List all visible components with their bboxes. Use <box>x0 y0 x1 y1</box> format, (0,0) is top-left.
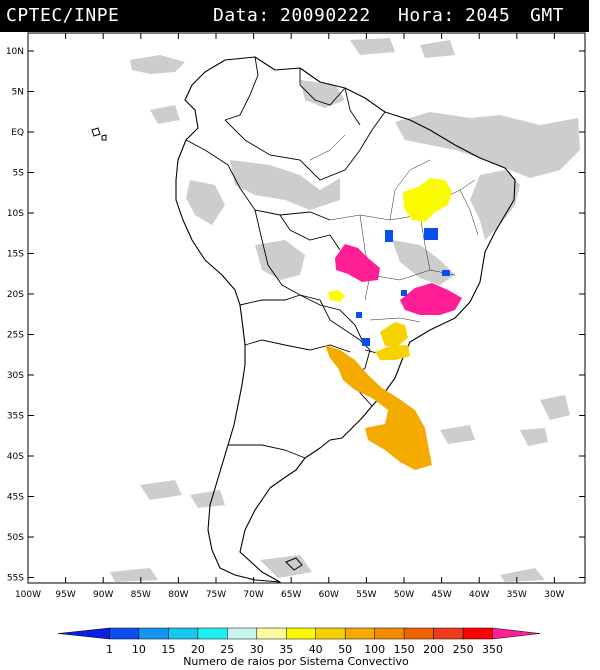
cluster-blue-d <box>442 270 450 276</box>
colorbar-tick-label: 15 <box>161 643 175 656</box>
lat-tick-label: 15S <box>7 250 24 260</box>
colorbar-tick-label: 10 <box>132 643 146 656</box>
cluster-central-west <box>335 244 380 282</box>
colorbar-tick-label: 40 <box>309 643 323 656</box>
cluster-south-b <box>375 345 410 360</box>
colorbar-tick-label: 35 <box>279 643 293 656</box>
colorbar-swatch <box>227 627 258 640</box>
colorbar-tick-label: 150 <box>394 643 415 656</box>
cluster-mato-grosso <box>328 290 345 302</box>
cluster-blue-e <box>356 312 362 318</box>
colorbar-swatch <box>462 627 493 640</box>
lat-tick-label: 20S <box>7 290 24 300</box>
cloud-cover-layer <box>110 38 580 582</box>
lon-tick-label: 45W <box>431 590 451 600</box>
lon-tick-label: 55W <box>356 590 376 600</box>
cluster-southeast <box>400 283 462 315</box>
colorbar-swatch <box>57 627 110 640</box>
lon-tick-label: 70W <box>243 590 263 600</box>
cluster-argentina <box>325 345 432 470</box>
hour-label: Hora: <box>398 5 455 26</box>
hour-value: 2045 <box>465 5 511 26</box>
colorbar-swatch <box>374 627 405 640</box>
colorbar-swatch <box>197 627 228 640</box>
lat-tick-label: 10N <box>6 47 24 57</box>
colorbar: 1 10 15 20 25 30 35 40 50 100 150 200 250 350 <box>57 627 541 656</box>
lightning-clusters <box>325 178 462 470</box>
source-label: CPTEC/INPE <box>6 5 120 26</box>
latitude-axis: 10N 5N EQ 5S 10S 15S 20S 25S 30S 35S 40S 45S 50S 55S <box>6 47 585 584</box>
colorbar-tick-label: 200 <box>423 643 444 656</box>
cluster-blue-b <box>385 230 393 242</box>
lon-tick-label: 60W <box>319 590 339 600</box>
country-borders <box>185 56 401 459</box>
lon-tick-label: 85W <box>131 590 151 600</box>
lon-tick-label: 75W <box>206 590 226 600</box>
colorbar-label: Numero de raios por Sistema Convectivo <box>183 655 409 668</box>
colorbar-swatch <box>286 627 317 640</box>
colorbar-swatch <box>344 627 375 640</box>
colorbar-swatch <box>109 627 140 640</box>
lat-tick-label: 40S <box>7 452 24 462</box>
lat-tick-label: 10S <box>7 209 24 219</box>
colorbar-swatch <box>433 627 464 640</box>
colorbar-swatch <box>256 627 287 640</box>
lat-tick-label: EQ <box>11 128 24 138</box>
lon-tick-label: 65W <box>281 590 301 600</box>
lat-tick-label: 35S <box>7 412 24 422</box>
lon-tick-label: 80W <box>168 590 188 600</box>
colorbar-swatch <box>315 627 346 640</box>
lat-tick-label: 25S <box>7 331 24 341</box>
lat-tick-label: 45S <box>7 493 24 503</box>
lat-tick-label: 55S <box>7 574 24 584</box>
colorbar-swatch <box>168 627 199 640</box>
cluster-blue-c <box>362 338 370 346</box>
colorbar-tick-label: 30 <box>250 643 264 656</box>
lon-tick-label: 100W <box>15 590 41 600</box>
lon-tick-label: 95W <box>55 590 75 600</box>
colorbar-swatch <box>138 627 169 640</box>
date-value: 20090222 <box>280 5 371 26</box>
timezone-label: GMT <box>530 5 565 26</box>
colorbar-tick-label: 1 <box>106 643 113 656</box>
lon-tick-label: 40W <box>469 590 489 600</box>
lat-tick-label: 50S <box>7 533 24 543</box>
lon-tick-label: 35W <box>507 590 527 600</box>
colorbar-tick-label: 350 <box>482 643 503 656</box>
lon-tick-label: 30W <box>544 590 564 600</box>
colorbar-tick-label: 250 <box>453 643 474 656</box>
cluster-blue-f <box>401 290 407 296</box>
lat-tick-label: 30S <box>7 371 24 381</box>
longitude-axis: 100W 95W 90W 85W 80W 75W 70W 65W 60W 55W 50W 45W 40W… <box>15 33 565 600</box>
lon-tick-label: 50W <box>394 590 414 600</box>
colorbar-tick-label: 100 <box>364 643 385 656</box>
lon-tick-label: 90W <box>93 590 113 600</box>
date-label: Data: <box>213 5 270 26</box>
colorbar-tick-label: 20 <box>191 643 205 656</box>
lat-tick-label: 5N <box>12 88 24 98</box>
galapagos-islands <box>91 127 107 141</box>
lat-tick-label: 5S <box>13 169 25 179</box>
colorbar-swatch <box>492 627 541 640</box>
cluster-blue-a <box>424 228 438 240</box>
south-america-coastline <box>175 56 516 583</box>
colorbar-swatch <box>403 627 434 640</box>
cluster-northeast <box>403 178 452 222</box>
colorbar-tick-label: 25 <box>220 643 234 656</box>
title-bar: CPTEC/INPE Data: 20090222 Hora: 2045 GMT <box>0 0 589 32</box>
falkland-islands <box>285 557 303 571</box>
cluster-south-a <box>380 322 408 346</box>
colorbar-tick-label: 50 <box>338 643 352 656</box>
